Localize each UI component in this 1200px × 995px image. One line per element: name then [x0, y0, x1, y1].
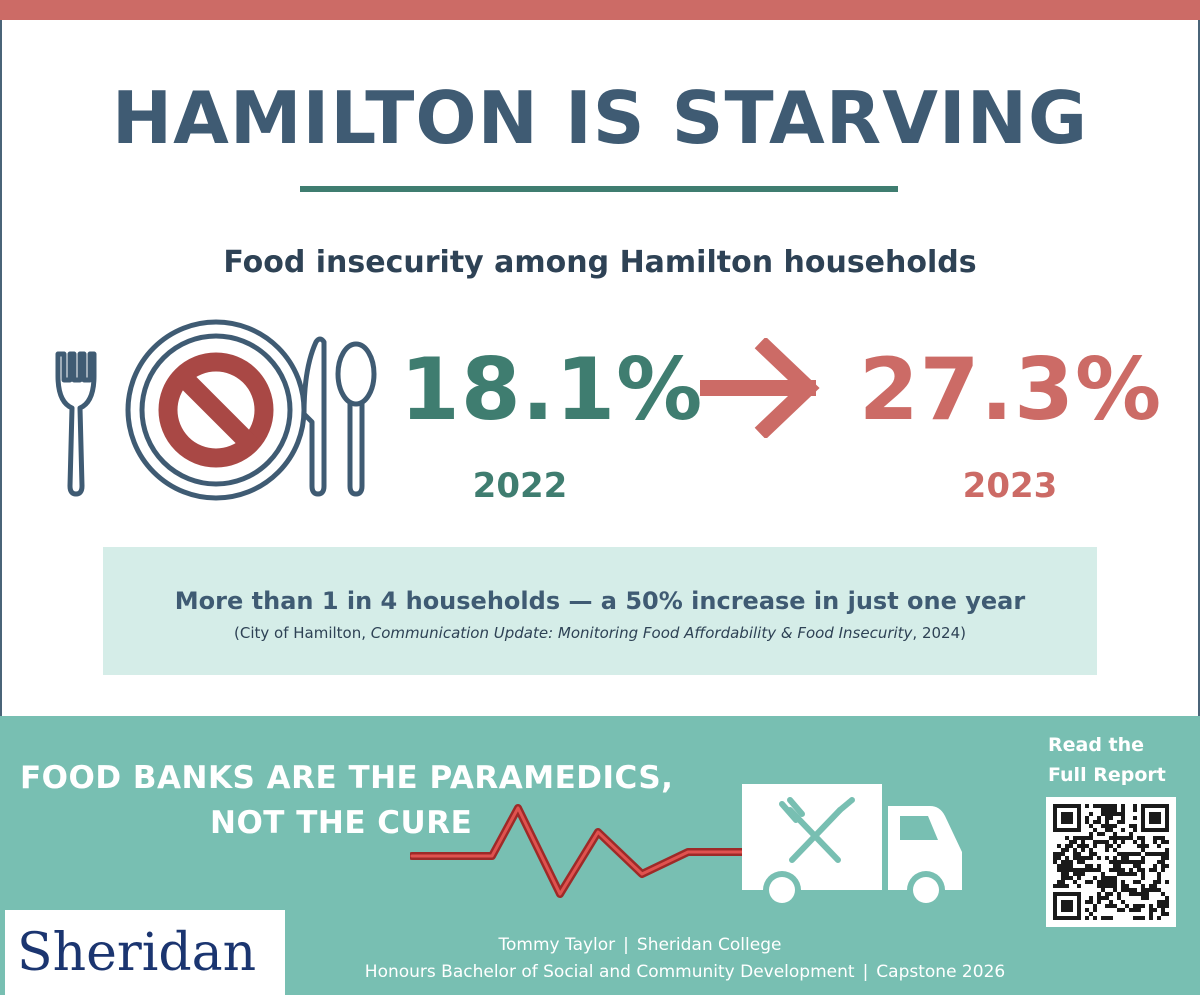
sheridan-logo-text: Sheridan — [17, 923, 257, 983]
sheridan-logo: Sheridan — [5, 910, 285, 995]
credit-author-line: Tommy Taylor | Sheridan College — [390, 933, 890, 957]
heartbeat-line-icon — [410, 804, 750, 898]
credit-separator-2: | — [862, 962, 869, 982]
citation-prefix: (City of Hamilton, — [234, 624, 371, 642]
top-accent-bar — [0, 0, 1200, 20]
callout-headline: More than 1 in 4 households — a 50% incr… — [174, 587, 1026, 615]
title-underline — [300, 186, 898, 192]
frame-border-left — [0, 0, 2, 995]
arrow-right-icon — [700, 338, 820, 438]
slogan-line-1: FOOD BANKS ARE THE PARAMEDICS, — [20, 760, 674, 796]
credit-college: Sheridan College — [636, 935, 782, 955]
slogan-line-2: NOT THE CURE — [210, 805, 473, 841]
stat-2022-year: 2022 — [472, 466, 568, 506]
credit-capstone: Capstone 2026 — [876, 962, 1006, 982]
credit-name: Tommy Taylor — [498, 935, 616, 955]
qr-code-icon — [1053, 804, 1169, 920]
citation-suffix: , 2024) — [912, 624, 966, 642]
page-subtitle: Food insecurity among Hamilton household… — [223, 245, 977, 280]
callout-box: More than 1 in 4 households — a 50% incr… — [103, 547, 1097, 675]
frame-border-right — [1198, 0, 1200, 995]
read-report-line-1: Read the — [1048, 734, 1145, 756]
food-truck-icon — [742, 784, 962, 907]
no-food-plate-icon — [55, 319, 377, 501]
qr-code[interactable] — [1046, 797, 1176, 927]
callout-citation: (City of Hamilton, Communication Update:… — [103, 623, 1097, 643]
stat-2023-value: 27.3% — [858, 340, 1163, 440]
credit-program-line: Honours Bachelor of Social and Community… — [325, 960, 1045, 984]
credit-separator: | — [623, 935, 629, 955]
credit-program: Honours Bachelor of Social and Community… — [364, 962, 855, 982]
stat-2022-value: 18.1% — [400, 340, 704, 440]
page-title: HAMILTON IS STARVING — [111, 76, 1089, 160]
citation-title: Communication Update: Monitoring Food Af… — [370, 624, 913, 642]
stat-2023-year: 2023 — [962, 466, 1058, 506]
